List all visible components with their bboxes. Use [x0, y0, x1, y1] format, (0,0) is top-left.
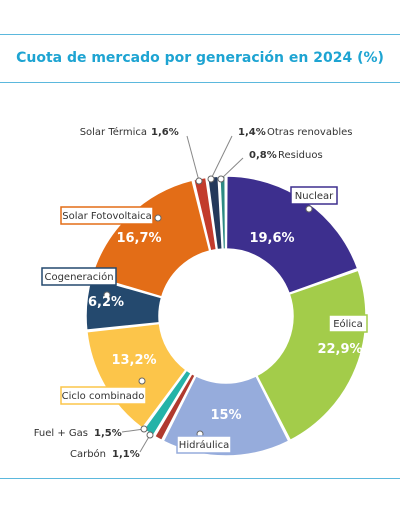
leader-line-otras-renovables: [210, 135, 233, 180]
leader-dot-solar-fotovoltaica: [154, 214, 162, 222]
leader-line-residuos: [220, 157, 244, 180]
legend-label-otras-renovables: Otras renovables: [267, 127, 352, 138]
legend-label-ciclo-combinado: Ciclo combinado: [62, 391, 145, 402]
label-box-cogeneracion: [41, 267, 117, 286]
slice-solar-fotovoltaica: [90, 179, 211, 298]
title-divider: [0, 82, 400, 83]
leader-line-fuel-gas: [121, 428, 145, 433]
bottom-divider: [0, 478, 400, 479]
leader-dot-fuel-gas: [140, 425, 148, 433]
legend-label-nuclear: Nuclear: [295, 191, 334, 202]
slice-carbon: [153, 372, 197, 442]
data-label-solar-termica: 1,6%: [151, 127, 179, 138]
legend-label-solar-termica: Solar Térmica: [80, 126, 147, 138]
label-box-solar-fotovoltaica: [60, 206, 154, 225]
leader-dot-solar-termica: [195, 177, 203, 185]
data-label-fuel-gas: 1,5%: [94, 428, 122, 439]
slice-nuclear: [225, 175, 359, 295]
data-label-otras-renovables: 1,4%: [238, 127, 266, 138]
slice-ciclo-combinado: [86, 322, 187, 430]
label-box-eolica: [328, 314, 368, 333]
label-box-hidraulica: [176, 435, 232, 454]
chart-title: Cuota de mercado por generación en 2024 …: [16, 50, 384, 66]
leader-line-solar-termica: [186, 135, 200, 182]
legend-label-eolica: Eólica: [333, 318, 363, 330]
data-label-carbon: 1,1%: [112, 449, 140, 460]
legend-label-residuos: Residuos: [278, 150, 323, 161]
legend-label-solar-fotovoltaica: Solar Fotovoltaica: [62, 211, 151, 222]
data-label-eolica: 22,9%: [317, 342, 362, 357]
legend-label-cogeneracion: Cogeneración: [44, 271, 113, 283]
data-label-hidraulica: 15%: [210, 408, 241, 423]
leader-dot-residuos: [217, 175, 225, 183]
leader-dot-cogeneracion: [103, 291, 111, 299]
leader-dot-nuclear: [305, 205, 313, 213]
top-divider: [0, 34, 400, 35]
data-label-nuclear: 19,6%: [249, 231, 294, 246]
data-label-cogeneracion: 6,2%: [88, 295, 124, 310]
data-label-residuos: 0,8%: [249, 150, 277, 161]
legend-label-carbon: Carbón: [70, 448, 106, 460]
legend-label-hidraulica: Hidráulica: [179, 439, 229, 451]
label-box-ciclo-combinado: [60, 386, 147, 405]
data-label-solar-fotovoltaica: 16,7%: [116, 231, 161, 246]
legend-label-fuel-gas: Fuel + Gas: [34, 428, 88, 439]
data-label-ciclo-combinado: 13,2%: [111, 353, 156, 368]
leader-dot-otras-renovables: [207, 175, 215, 183]
leader-dot-carbon: [146, 431, 154, 439]
label-box-nuclear: [290, 186, 338, 205]
leader-dot-ciclo-combinado: [138, 377, 146, 385]
